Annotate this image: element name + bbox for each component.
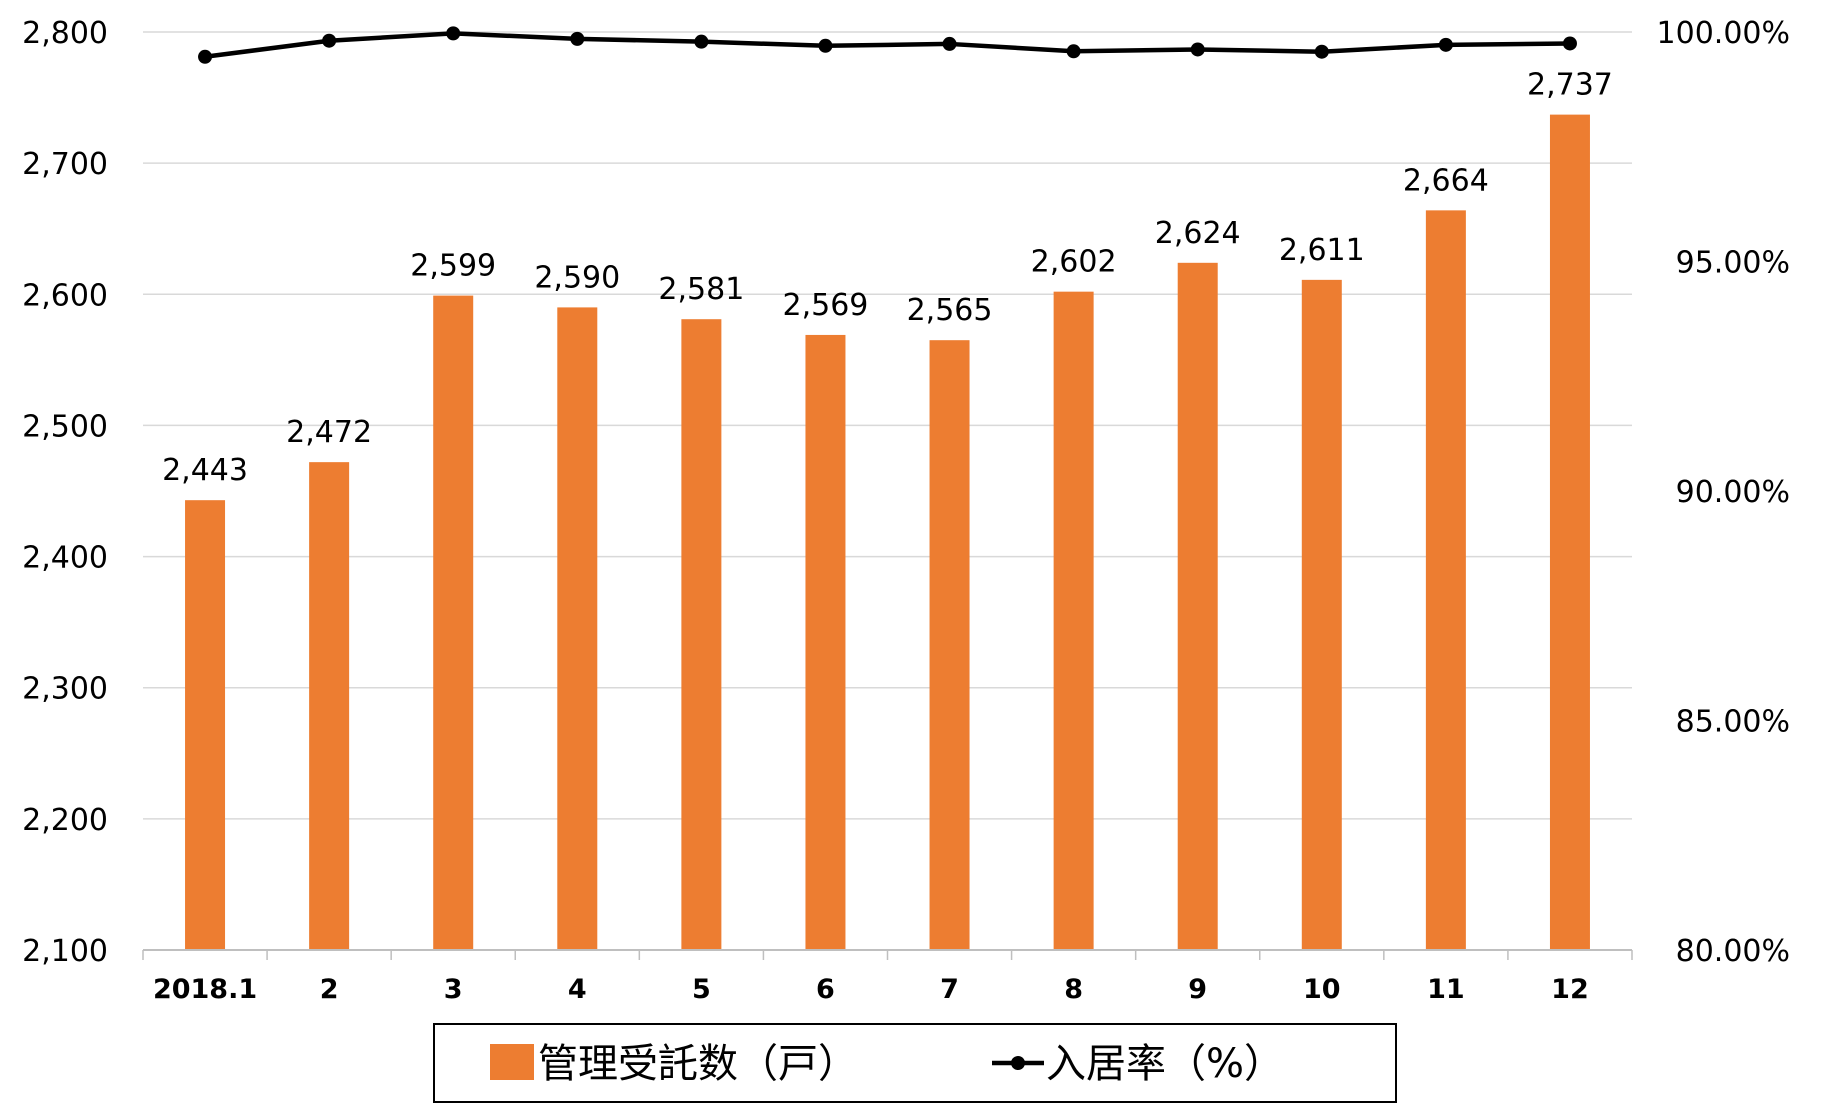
bar [1053, 291, 1094, 951]
bar-data-label: 2,737 [1527, 68, 1613, 103]
y-left-tick-label: 2,400 [22, 541, 108, 576]
bar [185, 500, 226, 950]
axes: 2,100 2,200 2,300 2,400 2,500 2,600 2,700 2,800… [22, 16, 1790, 1005]
bar [805, 334, 846, 950]
y-left-tick-label: 2,300 [22, 672, 108, 707]
bar [433, 295, 474, 950]
bar-data-label: 2,599 [410, 249, 496, 284]
x-tick-label: 2018.1 [153, 974, 257, 1005]
x-tick-label: 3 [444, 974, 463, 1005]
y-left-tick-label: 2,500 [22, 409, 108, 444]
legend-box [433, 1023, 1397, 1103]
x-tick-label: 5 [692, 974, 711, 1005]
y-left-tick-label: 2,600 [22, 278, 108, 313]
bar-data-label: 2,602 [1031, 245, 1117, 280]
bar [681, 319, 722, 950]
y-right-tick-label: 85.00% [1676, 705, 1790, 740]
x-tick-label: 8 [1064, 974, 1083, 1005]
y-left-tick-label: 2,800 [22, 16, 108, 51]
legend-bar-label: 管理受託数（戸） [538, 1041, 858, 1087]
line-point [694, 34, 709, 49]
bar-series [185, 114, 1590, 951]
legend-line-marker [1011, 1056, 1025, 1070]
legend-line-label: 入居率（%） [1046, 1041, 1284, 1087]
line-point [1066, 44, 1081, 59]
y-right-tick-label: 90.00% [1676, 475, 1790, 510]
x-tick-label: 2 [320, 974, 339, 1005]
x-tick-label: 10 [1303, 974, 1341, 1005]
bar [1301, 279, 1342, 950]
bar [557, 307, 598, 950]
legend: 管理受託数（戸） 入居率（%） [433, 1023, 1397, 1103]
y-right-tick-label: 80.00% [1676, 934, 1790, 969]
line-point [1562, 36, 1577, 51]
y-right-tick-label: 100.00% [1657, 16, 1790, 51]
bar [1425, 210, 1466, 951]
y-left-tick-label: 2,700 [22, 147, 108, 182]
bar-data-label: 2,565 [907, 293, 993, 328]
x-tick-label: 11 [1427, 974, 1465, 1005]
bar-data-label: 2,443 [162, 453, 248, 488]
gridlines [143, 31, 1632, 820]
line-point [942, 36, 957, 51]
line-path [204, 31, 1570, 60]
x-tick-label: 9 [1188, 974, 1207, 1005]
bar-data-label: 2,624 [1155, 216, 1241, 251]
legend-bar-swatch [490, 1044, 534, 1080]
line-point [1190, 42, 1205, 57]
line-point [1314, 44, 1329, 59]
bar [1549, 114, 1590, 951]
line-point [446, 26, 461, 41]
bar-data-label: 2,611 [1279, 233, 1365, 268]
data-labels: 2,443 2,472 2,599 2,590 2,581 2,569 2,565 2,602… [162, 68, 1613, 489]
bar-data-label: 2,581 [658, 272, 744, 307]
line-point [198, 49, 213, 64]
line-point [1438, 37, 1453, 52]
bar-data-label: 2,590 [534, 260, 620, 295]
bar [309, 462, 350, 950]
bar [929, 340, 970, 951]
y-left-tick-label: 2,100 [22, 934, 108, 969]
bar [1177, 262, 1218, 951]
bar-data-label: 2,664 [1403, 163, 1489, 198]
bar-data-label: 2,569 [783, 288, 869, 323]
line-series [198, 26, 1577, 64]
line-point [818, 38, 833, 53]
y-left-tick-label: 2,200 [22, 803, 108, 838]
y-right-tick-label: 95.00% [1676, 246, 1790, 281]
bar-data-label: 2,472 [286, 415, 372, 450]
x-tick-label: 6 [816, 974, 835, 1005]
x-tick-label: 4 [568, 974, 587, 1005]
x-tick-label: 7 [940, 974, 959, 1005]
x-tick-label: 12 [1551, 974, 1589, 1005]
line-point [570, 31, 585, 46]
line-point [322, 33, 337, 48]
